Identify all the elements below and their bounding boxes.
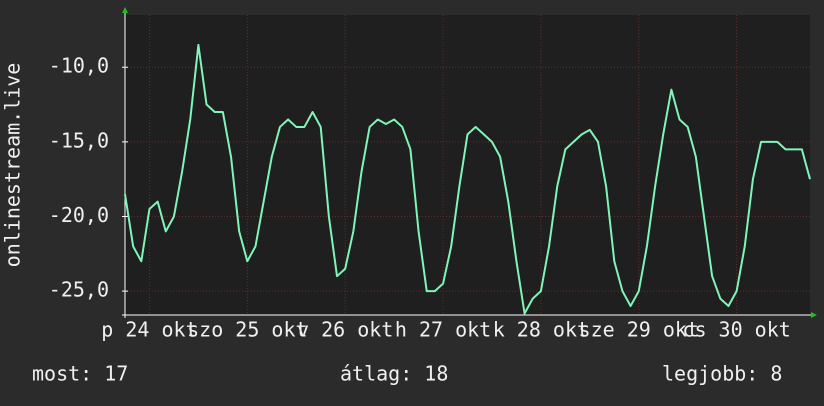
x-tick-label: p 24 okt — [101, 318, 197, 342]
x-tick-label: v 26 okt — [297, 318, 393, 342]
x-tick-label: szo 25 okt — [187, 318, 307, 342]
footer-average: átlag: 18 — [340, 362, 448, 386]
x-tick-label: sze 29 okt — [579, 318, 699, 342]
x-tick-label: cs 30 okt — [682, 318, 790, 342]
y-tick-label: -10,0 — [49, 54, 109, 78]
x-tick-label: k 28 okt — [493, 318, 589, 342]
x-tick-label: h 27 okt — [395, 318, 491, 342]
y-arrow — [122, 7, 128, 13]
plot-area — [125, 15, 810, 315]
y-tick-label: -25,0 — [49, 278, 109, 302]
footer-best: legjobb: 8 — [662, 362, 782, 386]
y-axis-label: onlinestream.live — [1, 63, 25, 268]
y-tick-label: -20,0 — [49, 203, 109, 227]
footer-current: most: 17 — [32, 362, 128, 386]
y-tick-label: -15,0 — [49, 128, 109, 152]
data-line — [124, 43, 811, 315]
x-arrow — [811, 312, 817, 318]
